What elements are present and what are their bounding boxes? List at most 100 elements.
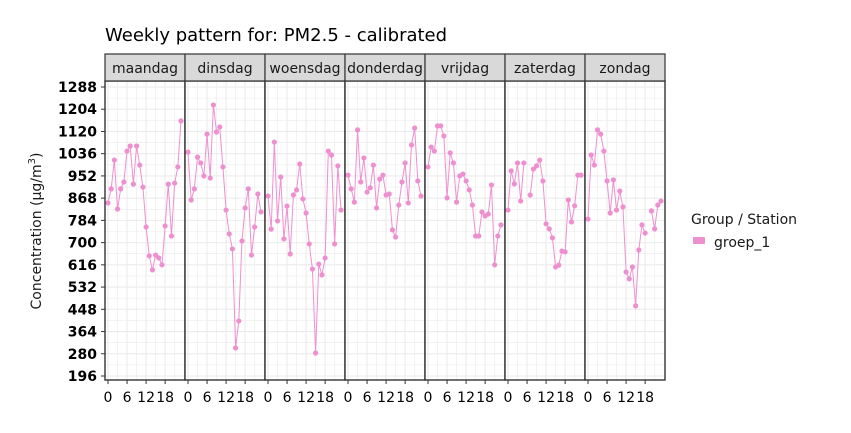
y-axis-label: Concentration (µg/m3): [27, 153, 45, 310]
data-point: [121, 179, 127, 185]
data-point: [453, 199, 460, 205]
data-point: [601, 148, 607, 154]
x-tick-label: 6: [603, 390, 612, 406]
data-point: [386, 191, 392, 197]
x-tick-label: 0: [584, 390, 593, 406]
data-point: [111, 157, 117, 163]
data-point: [137, 162, 143, 168]
y-tick-label: 448: [68, 302, 97, 318]
data-point: [114, 206, 121, 212]
data-point: [607, 210, 613, 216]
data-point: [639, 222, 645, 228]
data-point: [463, 178, 469, 184]
data-point: [518, 198, 524, 204]
data-point: [655, 202, 661, 208]
y-axis-label-close: ): [29, 153, 45, 158]
facet-strip-label: zaterdag: [514, 61, 576, 77]
data-point: [405, 200, 411, 206]
data-point: [159, 262, 165, 268]
data-point: [543, 221, 549, 227]
data-point: [278, 174, 284, 180]
data-point: [636, 247, 642, 253]
data-point: [610, 177, 616, 183]
data-point: [309, 266, 316, 272]
facet-strip: [104, 53, 186, 82]
data-point: [476, 233, 482, 239]
data-point: [399, 179, 405, 185]
data-point: [428, 144, 434, 150]
data-point: [505, 207, 511, 213]
data-point: [412, 125, 418, 131]
facet-strip: [424, 53, 506, 82]
data-point: [281, 236, 287, 242]
data-point: [556, 262, 562, 268]
data-point: [287, 251, 293, 257]
data-point: [290, 192, 296, 198]
x-tick-label: 6: [203, 390, 212, 406]
data-point: [604, 178, 610, 184]
data-point: [620, 204, 626, 210]
data-point: [648, 208, 655, 214]
data-point: [527, 192, 533, 198]
data-point: [389, 227, 396, 233]
facet-strip-label: woensdag: [269, 61, 340, 77]
legend-key-groep-1: [693, 237, 705, 244]
data-point: [633, 303, 639, 309]
data-point: [194, 154, 201, 160]
data-point: [578, 172, 584, 178]
facet-strip: [504, 53, 586, 82]
data-point: [198, 160, 204, 166]
legend: Group / Station groep_1: [691, 212, 797, 251]
facet-panel-zondag: zondag 0 6 12 18: [584, 53, 666, 406]
data-point: [521, 160, 527, 166]
data-point: [242, 205, 248, 211]
data-point: [479, 209, 485, 215]
data-point: [328, 152, 335, 158]
data-point: [348, 186, 354, 192]
data-point: [450, 160, 456, 166]
data-point: [594, 127, 601, 133]
data-point: [367, 185, 373, 191]
data-point: [226, 231, 232, 237]
data-point: [338, 207, 344, 213]
data-point: [223, 207, 229, 213]
x-tick-label: 0: [184, 390, 193, 406]
facet-strip-label: zondag: [599, 61, 650, 77]
x-tick-label: 12: [297, 390, 315, 406]
x-tick-label: 0: [104, 390, 113, 406]
data-point: [316, 261, 322, 267]
data-point: [460, 171, 466, 177]
facet-strip: [344, 53, 426, 82]
data-point: [335, 163, 341, 169]
data-point: [284, 203, 290, 209]
data-point: [626, 276, 632, 282]
x-tick-label: 18: [636, 390, 654, 406]
data-point: [598, 131, 604, 137]
y-tick-label: 1036: [58, 147, 97, 163]
data-point: [485, 211, 491, 217]
data-point: [380, 172, 386, 178]
y-tick-label: 1288: [58, 80, 97, 96]
facet-strip: [264, 53, 346, 82]
data-point: [498, 222, 504, 228]
data-point: [146, 253, 152, 259]
data-point: [572, 203, 578, 209]
facet-panel-zaterdag: zaterdag 0 6 12 18: [504, 53, 586, 406]
data-point: [530, 166, 536, 172]
legend-title: Group / Station: [691, 212, 797, 228]
data-point: [313, 350, 319, 356]
data-point: [130, 181, 136, 187]
data-point: [652, 226, 658, 232]
data-point: [300, 196, 306, 202]
data-point: [303, 210, 309, 216]
series-line-groep-1: [347, 127, 422, 239]
data-point: [469, 202, 476, 208]
data-point: [252, 224, 258, 230]
data-point: [466, 187, 472, 193]
x-tick-label: 12: [457, 390, 475, 406]
facet-strip: [184, 53, 266, 82]
data-point: [258, 209, 264, 215]
data-point: [306, 241, 312, 247]
